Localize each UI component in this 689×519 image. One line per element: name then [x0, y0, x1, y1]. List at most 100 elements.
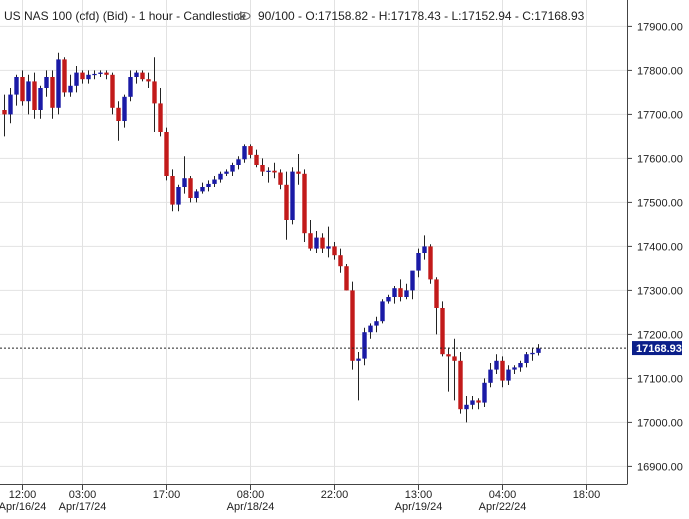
candle[interactable] [98, 70, 103, 77]
candle[interactable] [500, 356, 505, 388]
candle[interactable] [182, 156, 187, 194]
candle[interactable] [122, 94, 127, 128]
candle[interactable] [404, 283, 409, 300]
candle[interactable] [302, 169, 307, 242]
candle[interactable] [332, 242, 337, 260]
candle[interactable] [254, 149, 259, 168]
candle[interactable] [536, 344, 541, 356]
candle[interactable] [476, 398, 481, 410]
candle[interactable] [524, 352, 529, 368]
candle[interactable] [38, 85, 43, 119]
candle[interactable] [314, 231, 319, 253]
candle[interactable] [224, 169, 229, 176]
candle[interactable] [506, 365, 511, 385]
candle[interactable] [458, 352, 463, 414]
eye-icon[interactable] [237, 12, 251, 20]
candle[interactable] [308, 220, 313, 251]
candle[interactable] [152, 57, 157, 132]
candle[interactable] [260, 158, 265, 176]
candle[interactable] [428, 244, 433, 284]
candle[interactable] [470, 396, 475, 410]
candle[interactable] [236, 156, 241, 170]
candle[interactable] [422, 235, 427, 260]
candle[interactable] [218, 171, 223, 183]
candle[interactable] [242, 144, 247, 163]
candle[interactable] [116, 101, 121, 141]
candle[interactable] [362, 327, 367, 366]
candle[interactable] [128, 70, 133, 102]
candle[interactable] [2, 94, 7, 137]
candle[interactable] [452, 338, 457, 401]
candle[interactable] [200, 182, 205, 194]
candle[interactable] [446, 347, 451, 392]
candle[interactable] [176, 184, 181, 212]
candle[interactable] [284, 171, 289, 240]
candle[interactable] [74, 66, 79, 93]
candle[interactable] [266, 167, 271, 183]
candle[interactable] [356, 352, 361, 401]
candle[interactable] [92, 70, 97, 80]
candle[interactable] [8, 88, 13, 124]
candle[interactable] [392, 286, 397, 304]
candle[interactable] [368, 323, 373, 339]
candle[interactable] [20, 70, 25, 106]
candle[interactable] [44, 70, 49, 97]
candle[interactable] [326, 226, 331, 258]
candle[interactable] [344, 264, 349, 291]
y-axis[interactable]: 17900.00 17800.00 17700.00 17600.00 17500.00… [627, 21, 683, 473]
candle[interactable] [290, 167, 295, 225]
candle[interactable] [32, 72, 37, 119]
candle[interactable] [416, 248, 421, 278]
candle[interactable] [338, 248, 343, 273]
candle[interactable] [110, 72, 115, 115]
candle[interactable] [530, 347, 535, 361]
candle[interactable] [188, 176, 193, 203]
candle[interactable] [14, 74, 19, 106]
candle[interactable] [50, 70, 55, 119]
candle[interactable] [212, 176, 217, 187]
candle[interactable] [134, 70, 139, 84]
candle[interactable] [140, 70, 145, 82]
candle[interactable] [464, 396, 469, 423]
candle[interactable] [518, 360, 523, 372]
candle[interactable] [56, 52, 61, 115]
candle[interactable] [320, 233, 325, 253]
candle[interactable] [434, 277, 439, 335]
candle[interactable] [164, 127, 169, 181]
candle[interactable] [62, 57, 67, 97]
candle[interactable] [194, 189, 199, 203]
candle[interactable] [104, 70, 109, 80]
candle[interactable] [482, 378, 487, 407]
candle[interactable] [440, 301, 445, 357]
x-tick-time-label: 08:00 [237, 489, 265, 501]
candle[interactable] [26, 74, 31, 115]
candle-body-down [320, 237, 325, 249]
candles[interactable] [2, 52, 541, 423]
candle[interactable] [230, 162, 235, 176]
candle[interactable] [158, 88, 163, 137]
candle[interactable] [410, 270, 415, 300]
candle[interactable] [380, 299, 385, 324]
candle[interactable] [386, 294, 391, 304]
candle[interactable] [374, 316, 379, 333]
candle[interactable] [398, 279, 403, 302]
candle[interactable] [494, 354, 499, 374]
candle[interactable] [248, 144, 253, 159]
candle[interactable] [68, 74, 73, 97]
candle[interactable] [278, 169, 283, 190]
candle[interactable] [80, 70, 85, 84]
candle[interactable] [272, 162, 277, 179]
candle[interactable] [296, 154, 301, 185]
candle[interactable] [146, 72, 151, 88]
candle[interactable] [488, 363, 493, 388]
candle-body-down [272, 170, 277, 173]
candle[interactable] [206, 180, 211, 192]
candle[interactable] [86, 70, 91, 84]
candle[interactable] [512, 365, 517, 374]
candle[interactable] [170, 169, 175, 212]
candle[interactable] [350, 281, 355, 370]
candle-body-down [476, 400, 481, 403]
